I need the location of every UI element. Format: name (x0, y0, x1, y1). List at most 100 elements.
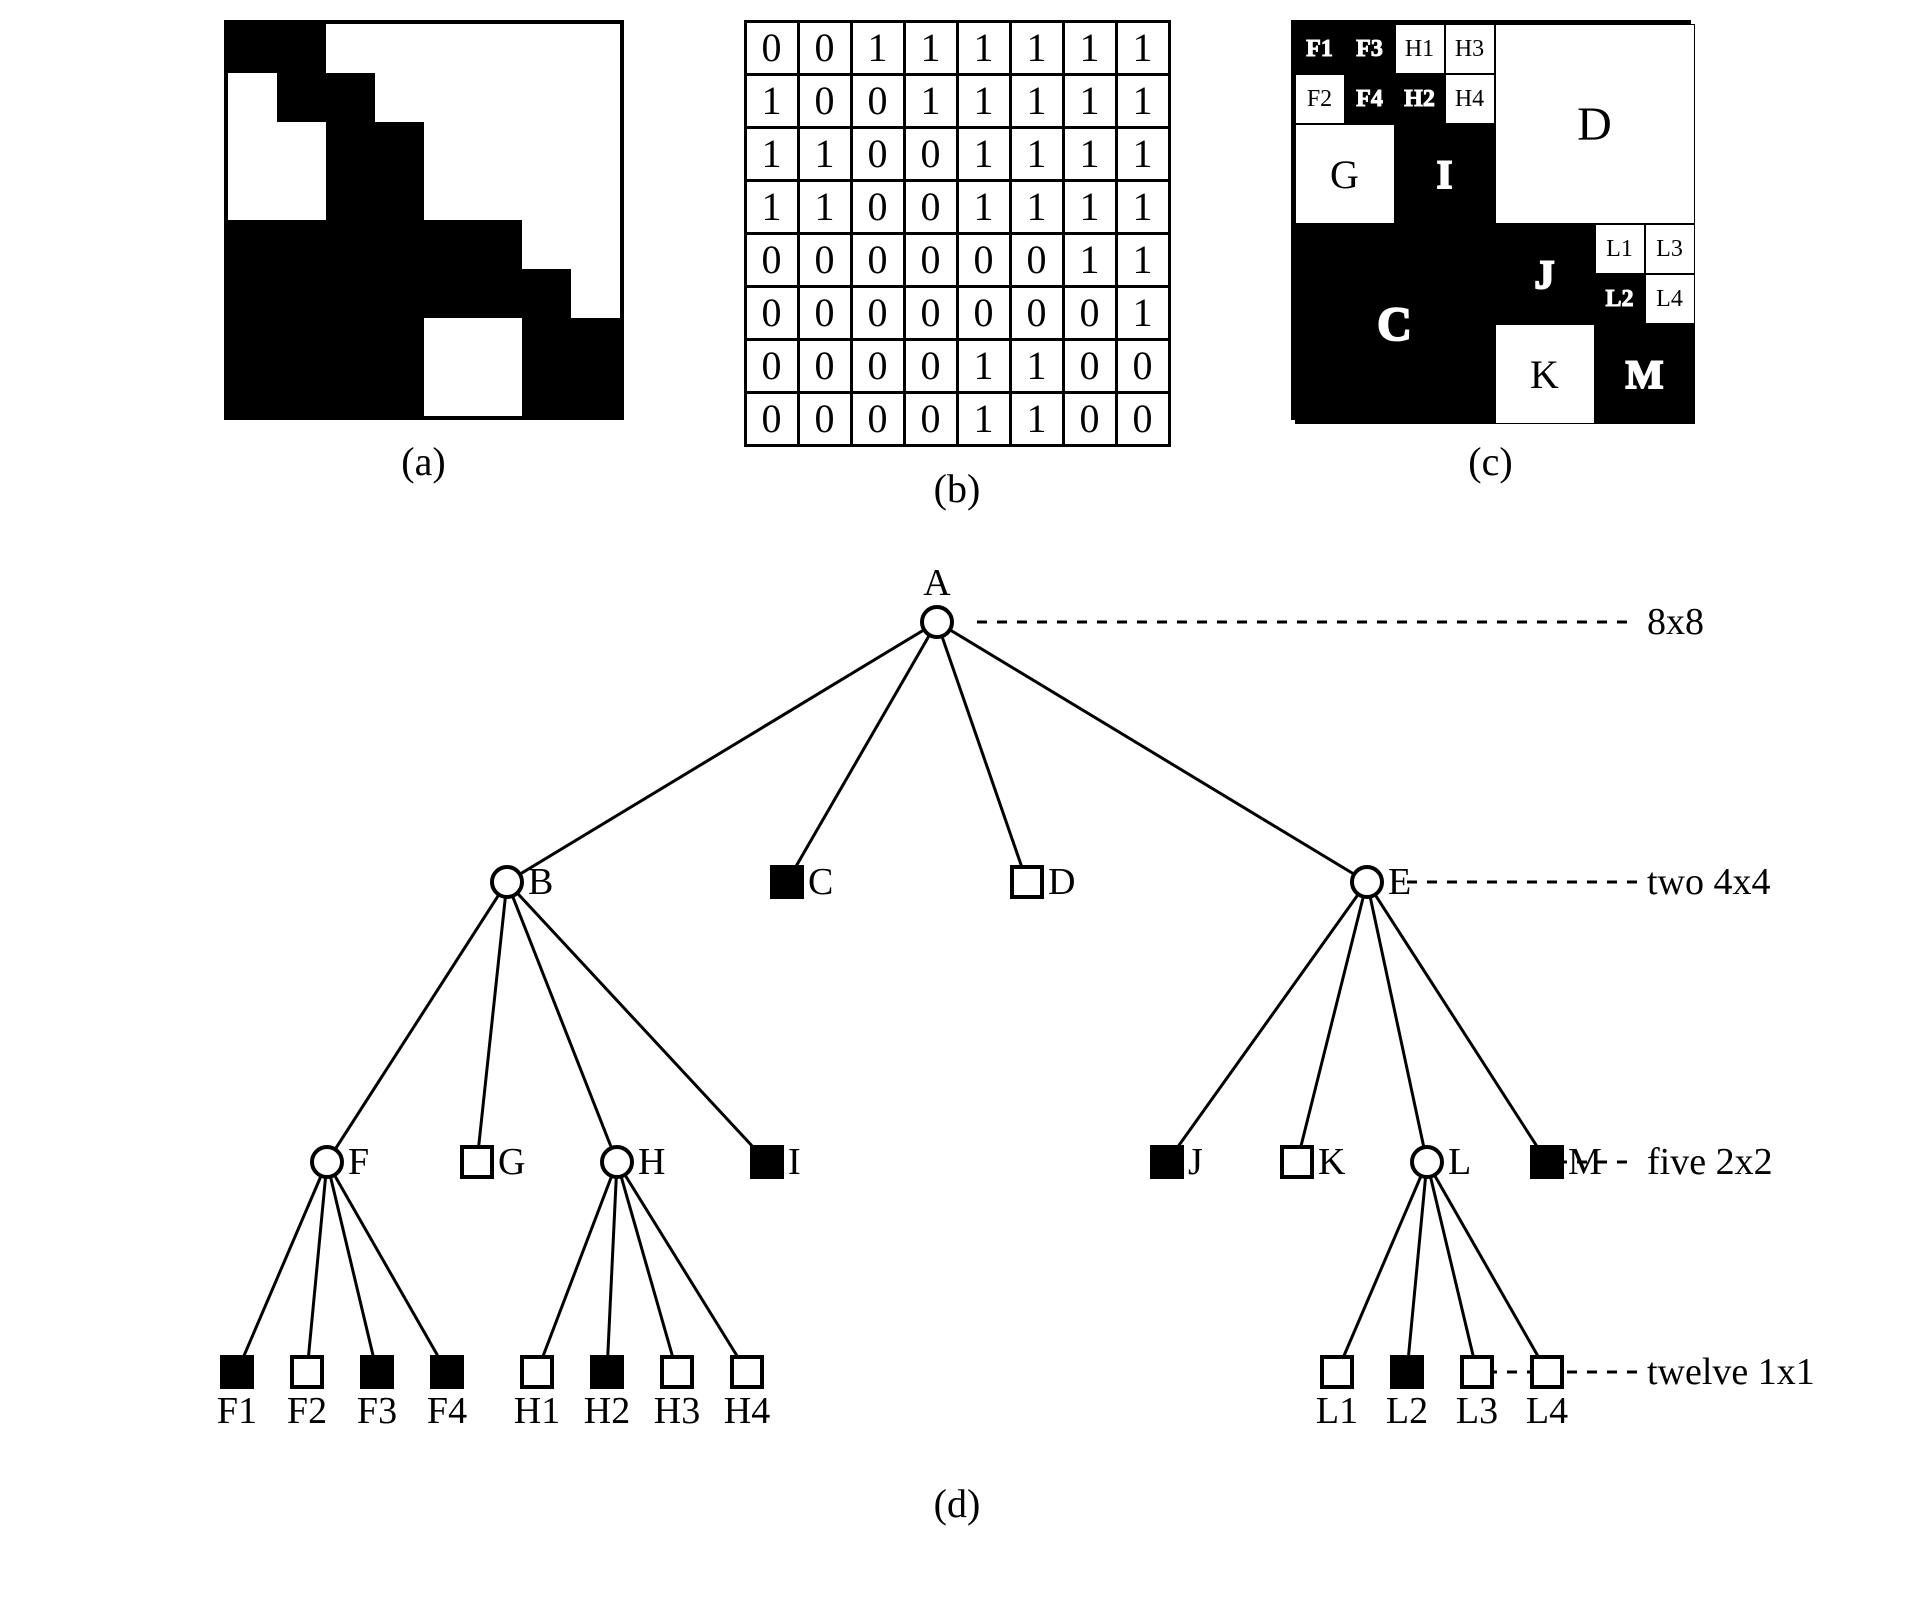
bitmap-pixel (277, 318, 326, 367)
bitmap-pixel (375, 367, 424, 416)
table-cell: 1 (904, 22, 957, 75)
bitmap-pixel (424, 73, 473, 122)
region-C: C (1295, 224, 1495, 424)
table-cell: 1 (957, 393, 1010, 446)
caption-d: (d) (0, 1480, 1914, 1527)
bitmap-pixel (424, 220, 473, 269)
bitmap-pixel (571, 220, 620, 269)
tree-node-L2: L2 (1390, 1355, 1424, 1389)
tree-node-label: H4 (724, 1389, 770, 1433)
tree-node-H1: H1 (520, 1355, 554, 1389)
bitmap-pixel (228, 171, 277, 220)
tree-node-label: B (528, 860, 553, 904)
table-cell: 1 (1116, 287, 1169, 340)
table-cell: 1 (1010, 22, 1063, 75)
table-cell: 1 (957, 128, 1010, 181)
table-cell: 0 (798, 287, 851, 340)
tree-node-label: F2 (287, 1389, 327, 1433)
region-H1: H1 (1395, 24, 1445, 74)
tree-node-label: K (1318, 1140, 1345, 1184)
bitmap-pixel (326, 171, 375, 220)
bitmap-pixel (473, 220, 522, 269)
tree-node-F2: F2 (290, 1355, 324, 1389)
table-cell: 1 (745, 128, 798, 181)
region-D: D (1495, 24, 1695, 224)
bitmap-pixel (424, 122, 473, 171)
tree-node-label: J (1188, 1140, 1203, 1184)
region-L2: L2 (1595, 274, 1645, 324)
tree-node-label: L4 (1526, 1389, 1568, 1433)
bitmap-pixel (473, 122, 522, 171)
bitmap-pixel (571, 73, 620, 122)
table-cell: 1 (1010, 181, 1063, 234)
bitmap-pixel (228, 73, 277, 122)
tree-node-label: D (1048, 860, 1075, 904)
tree-node-label: H3 (654, 1389, 700, 1433)
tree-node-label: E (1388, 860, 1411, 904)
table-cell: 1 (1116, 22, 1169, 75)
table-cell: 0 (851, 128, 904, 181)
bitmap-pixel (326, 269, 375, 318)
tree-node-F4: F4 (430, 1355, 464, 1389)
table-cell: 1 (1010, 75, 1063, 128)
bitmap-pixel (473, 269, 522, 318)
region-H2: H2 (1395, 74, 1445, 124)
tree-node-L3: L3 (1460, 1355, 1494, 1389)
tree-node-L1: L1 (1320, 1355, 1354, 1389)
tree-node-label: L2 (1386, 1389, 1428, 1433)
region-I: I (1395, 124, 1495, 224)
table-cell: 1 (1116, 234, 1169, 287)
table-cell: 0 (1010, 234, 1063, 287)
region-M: M (1595, 324, 1695, 424)
bitmap-pixel (424, 24, 473, 73)
quadtree-tree: 8x8two 4x4five 2x2twelve 1x1ABCDEFGHIJKL… (107, 562, 1807, 1462)
tree-edges (107, 562, 1807, 1462)
caption-a: (a) (401, 438, 445, 485)
tree-node-H2: H2 (590, 1355, 624, 1389)
table-cell: 1 (1063, 75, 1116, 128)
table-cell: 1 (904, 75, 957, 128)
table-cell: 0 (798, 75, 851, 128)
table-cell: 0 (745, 340, 798, 393)
bitmap-pixel (326, 24, 375, 73)
bitmap-pixel (375, 24, 424, 73)
table-cell: 1 (745, 181, 798, 234)
tree-node-B: B (490, 865, 524, 899)
tree-node-G: G (460, 1145, 494, 1179)
panel-c: F1F3F2F4H1H3H2H4GIDCJKL1L3L2L4M (c) (1291, 20, 1691, 512)
tree-node-K: K (1280, 1145, 1314, 1179)
region-H3: H3 (1445, 24, 1495, 74)
table-cell: 0 (1010, 287, 1063, 340)
bitmap-pixel (473, 171, 522, 220)
table-cell: 0 (851, 75, 904, 128)
bitmap-pixel (473, 367, 522, 416)
bitmap-pixel (522, 73, 571, 122)
level-label: two 4x4 (1647, 860, 1771, 904)
panel-a: (a) (224, 20, 624, 512)
bitmap-image (224, 20, 624, 420)
tree-node-label: H1 (514, 1389, 560, 1433)
table-cell: 1 (1063, 181, 1116, 234)
tree-node-label: F1 (217, 1389, 257, 1433)
table-cell: 1 (1116, 75, 1169, 128)
bitmap-pixel (424, 318, 473, 367)
tree-node-C: C (770, 865, 804, 899)
table-cell: 0 (1116, 393, 1169, 446)
table-cell: 0 (1116, 340, 1169, 393)
bitmap-pixel (522, 24, 571, 73)
table-cell: 0 (851, 234, 904, 287)
bitmap-pixel (522, 171, 571, 220)
bitmap-pixel (522, 318, 571, 367)
bitmap-pixel (375, 269, 424, 318)
bitmap-pixel (375, 122, 424, 171)
bitmap-pixel (424, 171, 473, 220)
tree-node-H3: H3 (660, 1355, 694, 1389)
bitmap-pixel (277, 122, 326, 171)
bitmap-pixel (277, 24, 326, 73)
bitmap-pixel (326, 318, 375, 367)
tree-node-label: A (923, 561, 950, 605)
tree-node-A: A (920, 605, 954, 639)
bitmap-pixel (375, 318, 424, 367)
table-cell: 0 (798, 22, 851, 75)
table-cell: 1 (957, 75, 1010, 128)
